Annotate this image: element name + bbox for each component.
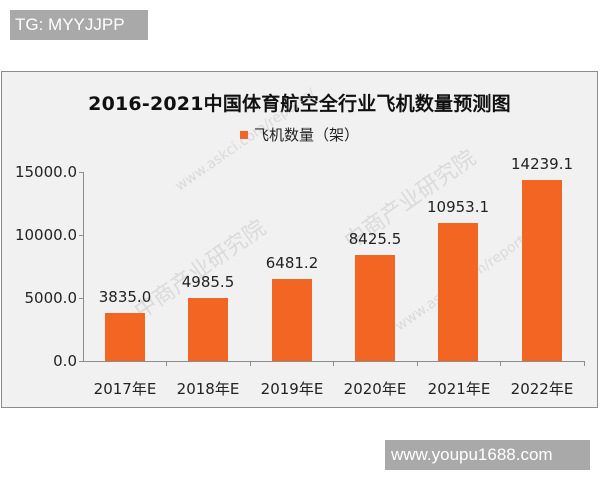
y-axis bbox=[83, 172, 84, 362]
website-badge: www.youpu1688.com bbox=[385, 440, 590, 470]
bar-2020 bbox=[355, 255, 395, 361]
x-category-label: 2018年E bbox=[176, 380, 240, 398]
x-category-label: 2021年E bbox=[427, 380, 491, 398]
bar-2019 bbox=[272, 279, 312, 361]
bar-2022 bbox=[522, 180, 562, 361]
bar-value-label: 14239.1 bbox=[510, 155, 574, 173]
x-category-label: 2020年E bbox=[343, 380, 407, 398]
x-category-label: 2022年E bbox=[510, 380, 574, 398]
y-tick-label: 15000.0 bbox=[14, 163, 77, 181]
x-category-label: 2019年E bbox=[260, 380, 324, 398]
bar-value-label: 3835.0 bbox=[98, 288, 152, 306]
chart-frame: 2016-2021中国体育航空全行业飞机数量预测图 飞机数量（架） 中商产业研究… bbox=[1, 71, 598, 408]
x-tick bbox=[500, 361, 501, 366]
chart-legend: 飞机数量（架） bbox=[2, 124, 597, 145]
tg-badge: TG: MYYJJPP bbox=[10, 10, 148, 40]
legend-swatch-icon bbox=[239, 130, 248, 139]
x-tick bbox=[333, 361, 334, 366]
x-tick bbox=[250, 361, 251, 366]
bar-value-label: 10953.1 bbox=[426, 198, 490, 216]
bar-2018 bbox=[188, 298, 228, 361]
bar-value-label: 8425.5 bbox=[348, 230, 402, 248]
legend-label: 飞机数量（架） bbox=[253, 126, 359, 144]
y-tick bbox=[79, 235, 84, 236]
bar-value-label: 6481.2 bbox=[265, 254, 319, 272]
bar-2021 bbox=[438, 223, 478, 361]
x-tick bbox=[166, 361, 167, 366]
y-tick-label: 10000.0 bbox=[14, 226, 77, 244]
y-tick bbox=[79, 172, 84, 173]
x-tick bbox=[584, 361, 585, 366]
bar-2017 bbox=[105, 313, 145, 361]
y-tick-label: 0.0 bbox=[53, 352, 77, 370]
chart-title: 2016-2021中国体育航空全行业飞机数量预测图 bbox=[88, 93, 511, 115]
x-category-label: 2017年E bbox=[93, 380, 157, 398]
y-tick bbox=[79, 298, 84, 299]
bar-value-label: 4985.5 bbox=[181, 273, 235, 291]
y-tick-label: 5000.0 bbox=[24, 289, 78, 307]
x-tick bbox=[417, 361, 418, 366]
x-axis bbox=[83, 361, 585, 362]
y-tick bbox=[79, 361, 84, 362]
